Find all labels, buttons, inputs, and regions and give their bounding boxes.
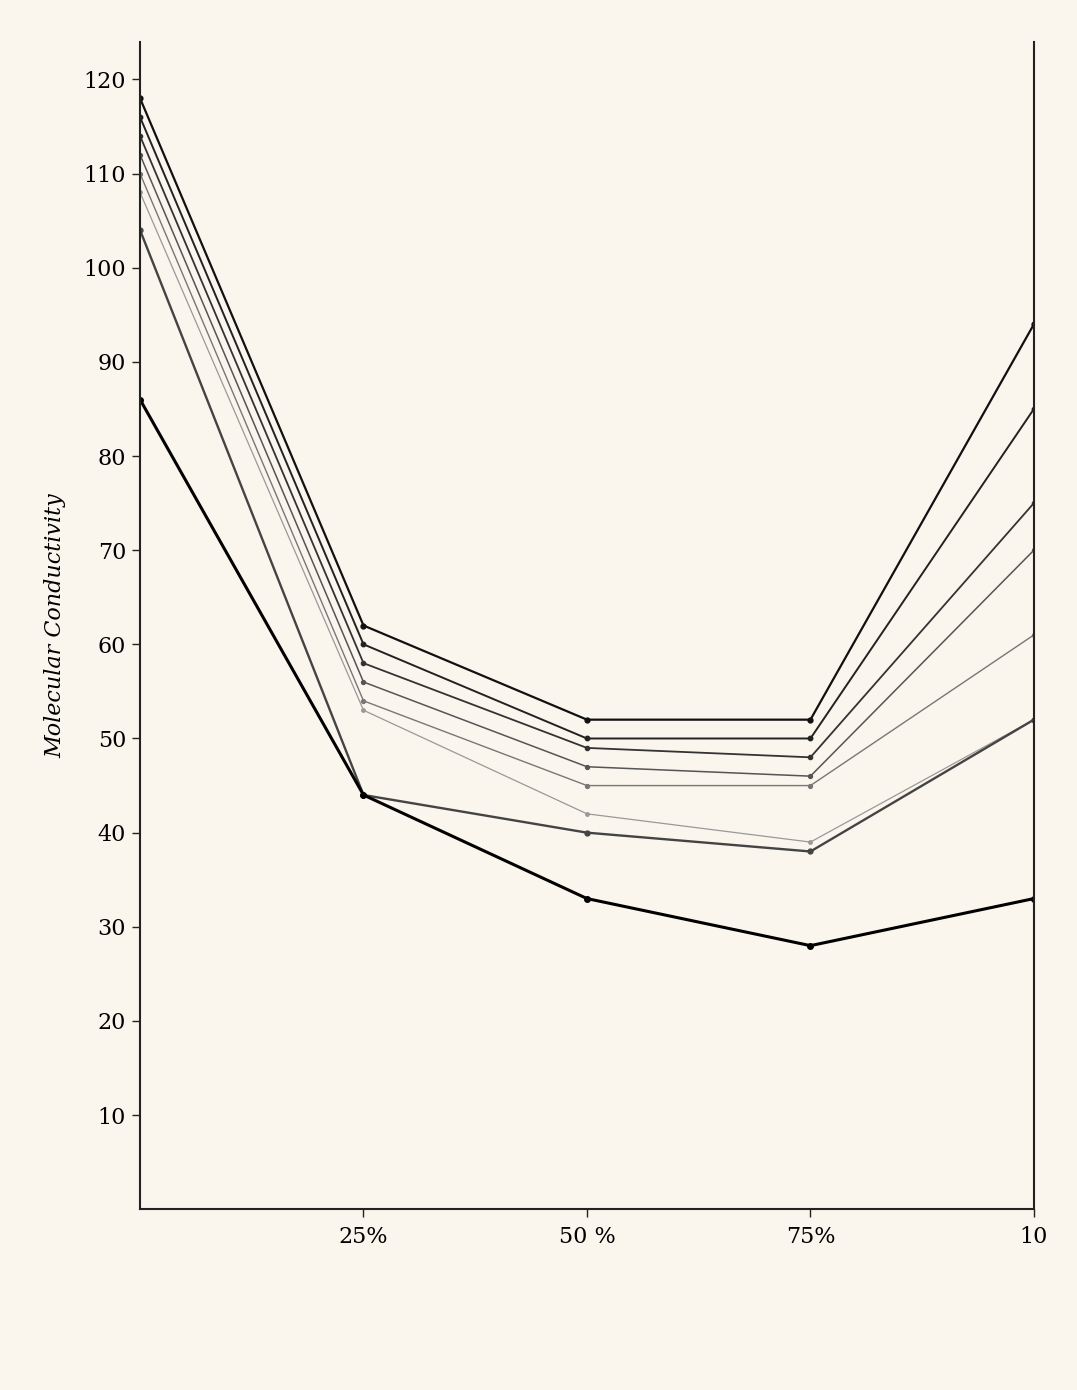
Y-axis label: Molecular Conductivity: Molecular Conductivity <box>45 493 67 758</box>
